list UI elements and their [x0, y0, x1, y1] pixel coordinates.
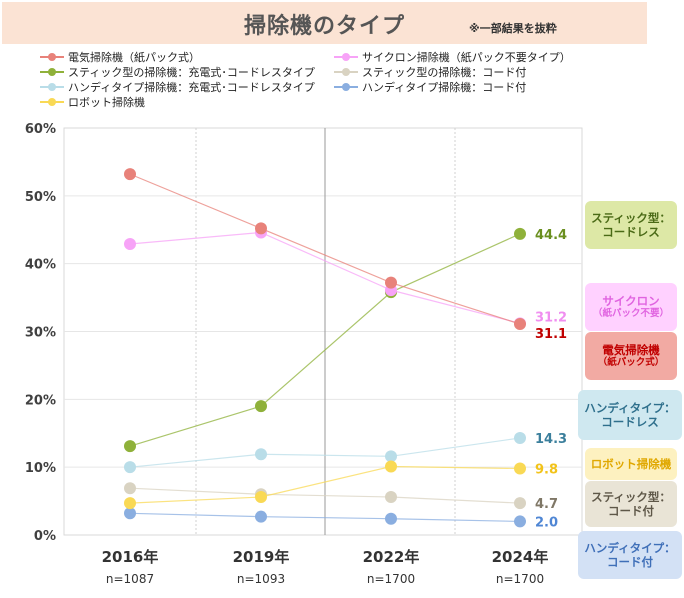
legend-label: ハンディタイプ掃除機：充電式･コードレスタイプ: [68, 81, 315, 94]
legend-label: スティック型の掃除機：充電式･コードレスタイプ: [68, 66, 315, 79]
chart-title: 掃除機のタイプ: [243, 14, 405, 39]
series-line-denki: [129, 173, 521, 325]
end-value-label-cyclone: 31.2: [535, 310, 567, 325]
callout-line2: コード付: [608, 504, 654, 518]
data-point-handy_cord: [514, 515, 526, 528]
legend-label: ロボット掃除機: [68, 96, 145, 109]
callout-handy_cord: ハンディタイプ： コード付: [578, 531, 682, 579]
data-point-denki: [385, 276, 397, 289]
data-point-handy_cordless: [255, 448, 267, 461]
callout-denki: 電気掃除機 （紙パック式）: [585, 332, 677, 380]
legend-item-stick_cordless: スティック型の掃除機：充電式･コードレスタイプ: [40, 65, 315, 79]
legend-label: ハンディタイプ掃除機：コード付: [362, 81, 527, 94]
data-point-robot: [255, 491, 267, 504]
data-point-handy_cordless: [124, 461, 136, 474]
callout-line2: コードレス: [602, 225, 660, 239]
y-tick-label: 20%: [25, 393, 56, 408]
end-value-label-denki: 31.1: [535, 327, 567, 342]
legend-label: サイクロン掃除機（紙パック不要タイプ）: [362, 51, 571, 64]
series-line-cyclone: [129, 231, 521, 324]
data-point-handy_cordless: [385, 450, 397, 463]
legend-marker-handy_cordless: [40, 81, 64, 93]
end-value-label-robot: 9.8: [535, 463, 558, 478]
legend-marker-handy_cord: [334, 81, 358, 93]
sample-size-label: n=1087: [106, 572, 154, 586]
legend-item-denki: 電気掃除機（紙パック式）: [40, 50, 200, 64]
data-point-handy_cord: [255, 510, 267, 523]
sample-size-label: n=1700: [496, 572, 544, 586]
data-point-stick_cordless: [124, 440, 136, 453]
x-tick-label: 2016年: [102, 548, 159, 566]
callout-line1: スティック型：: [591, 210, 671, 225]
x-tick-label: 2022年: [363, 548, 420, 566]
data-point-stick_cord: [385, 491, 397, 504]
legend-marker-stick_cord: [334, 66, 358, 78]
data-point-handy_cord: [385, 512, 397, 525]
data-point-robot: [385, 460, 397, 473]
callout-line1: サイクロン: [602, 293, 660, 308]
legend-marker-denki: [40, 51, 64, 63]
y-tick-label: 40%: [25, 258, 56, 273]
callout-cyclone: サイクロン （紙パック不要）: [585, 283, 677, 331]
end-value-label-stick_cord: 4.7: [535, 497, 558, 512]
end-value-label-handy_cord: 2.0: [535, 515, 558, 530]
callout-line1: 電気掃除機: [602, 342, 660, 357]
legend-marker-robot: [40, 96, 64, 108]
data-point-denki: [124, 168, 136, 181]
y-tick-label: 0%: [34, 529, 56, 544]
data-point-denki: [514, 318, 526, 331]
callout-line2: コード付: [607, 555, 653, 569]
y-tick-label: 50%: [25, 190, 56, 205]
callout-robot: ロボット掃除機: [585, 448, 677, 480]
callout-line2: （紙パック式）: [597, 357, 665, 369]
y-tick-label: 30%: [25, 326, 56, 341]
callout-line1: ロボット掃除機: [590, 456, 672, 471]
callout-handy_cordless: ハンディタイプ： コードレス: [578, 390, 682, 440]
x-tick-label: 2024年: [492, 548, 549, 566]
callout-line1: スティック型：: [591, 489, 671, 504]
x-tick-label: 2019年: [233, 548, 290, 566]
legend-marker-stick_cordless: [40, 66, 64, 78]
series-line-handy_cordless: [129, 437, 521, 468]
data-point-stick_cordless: [514, 227, 526, 240]
sample-size-label: n=1093: [237, 572, 285, 586]
data-point-denki: [255, 222, 267, 235]
callout-stick_cord: スティック型： コード付: [585, 481, 677, 527]
data-point-handy_cordless: [514, 431, 526, 444]
data-point-cyclone: [124, 237, 136, 250]
legend: 電気掃除機（紙パック式） サイクロン掃除機（紙パック不要タイプ） スティック型の掃除…: [40, 50, 640, 109]
data-point-handy_cord: [124, 507, 136, 520]
callout-line1: ハンディタイプ：: [584, 540, 676, 555]
data-point-stick_cordless: [255, 400, 267, 413]
legend-item-handy_cord: ハンディタイプ掃除機：コード付: [334, 80, 526, 94]
series-line-robot: [129, 465, 521, 504]
legend-marker-cyclone: [334, 51, 358, 63]
title-banner: 掃除機のタイプ ※一部結果を抜粋: [2, 2, 647, 44]
end-value-label-handy_cordless: 14.3: [535, 432, 567, 447]
callout-line2: （紙パック不要）: [592, 308, 669, 320]
series-line-handy_cord: [129, 512, 521, 523]
legend-label: スティック型の掃除機：コード付: [362, 66, 527, 79]
data-point-robot: [124, 497, 136, 510]
legend-label: 電気掃除機（紙パック式）: [68, 51, 200, 64]
y-tick-label: 60%: [25, 122, 56, 137]
legend-item-robot: ロボット掃除機: [40, 95, 145, 109]
y-tick-label: 10%: [25, 461, 56, 476]
callout-line2: コードレス: [601, 415, 659, 429]
legend-item-cyclone: サイクロン掃除機（紙パック不要タイプ）: [334, 50, 571, 64]
data-point-robot: [514, 462, 526, 475]
data-point-stick_cord: [124, 482, 136, 495]
legend-item-handy_cordless: ハンディタイプ掃除機：充電式･コードレスタイプ: [40, 80, 315, 94]
chart-note: ※一部結果を抜粋: [469, 22, 557, 35]
end-value-label-stick_cordless: 44.4: [535, 228, 567, 243]
callout-line1: ハンディタイプ：: [584, 400, 676, 415]
sample-size-label: n=1700: [367, 572, 415, 586]
series-line-stick_cordless: [129, 233, 521, 447]
callout-stick_cordless: スティック型： コードレス: [585, 201, 677, 249]
series-line-stick_cord: [129, 487, 521, 504]
data-point-stick_cord: [514, 497, 526, 510]
legend-item-stick_cord: スティック型の掃除機：コード付: [334, 65, 526, 79]
